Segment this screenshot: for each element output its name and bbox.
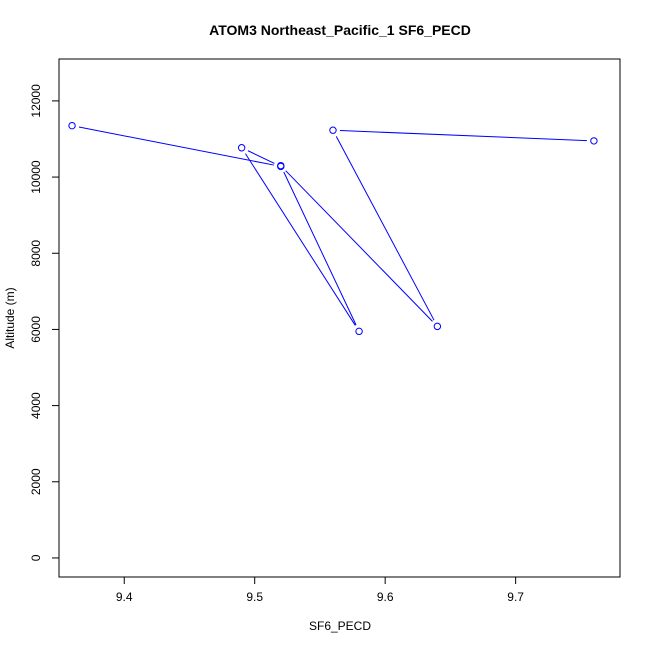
y-tick-label: 6000 (29, 316, 43, 343)
series-line-segment (247, 150, 275, 164)
series-layer (68, 121, 598, 336)
series-line-segment (283, 171, 357, 326)
x-tick-label: 9.4 (116, 590, 133, 604)
series-line-segment (245, 153, 356, 326)
y-axis: 0 2000 4000 6000 8000 10000 12000 (29, 84, 60, 561)
y-tick-label: 12000 (29, 84, 43, 118)
plot-frame (58, 58, 621, 578)
data-point (237, 144, 246, 152)
y-tick-label: 2000 (29, 468, 43, 495)
series-line-segment (78, 126, 275, 166)
series-line-segment (285, 170, 433, 322)
data-point (329, 126, 337, 134)
y-axis-label: Altitude (m) (3, 287, 17, 348)
y-tick-label: 8000 (29, 240, 43, 267)
y-tick-label: 4000 (29, 392, 43, 419)
x-axis-label: SF6_PECD (309, 619, 371, 633)
data-point (590, 137, 598, 145)
x-axis: 9.4 9.5 9.6 9.7 (116, 576, 524, 604)
series-line-segment (339, 130, 587, 142)
data-point (355, 327, 363, 336)
y-tick-label: 10000 (29, 160, 43, 194)
x-tick-label: 9.5 (246, 590, 263, 604)
data-point (433, 322, 442, 331)
x-tick-label: 9.6 (377, 590, 394, 604)
x-tick-label: 9.7 (507, 590, 524, 604)
chart-title: ATOM3 Northeast_Pacific_1 SF6_PECD (209, 22, 471, 38)
data-point (277, 161, 285, 170)
series-line-segment (335, 136, 435, 321)
y-tick-label: 0 (29, 554, 43, 561)
data-point (68, 121, 76, 130)
